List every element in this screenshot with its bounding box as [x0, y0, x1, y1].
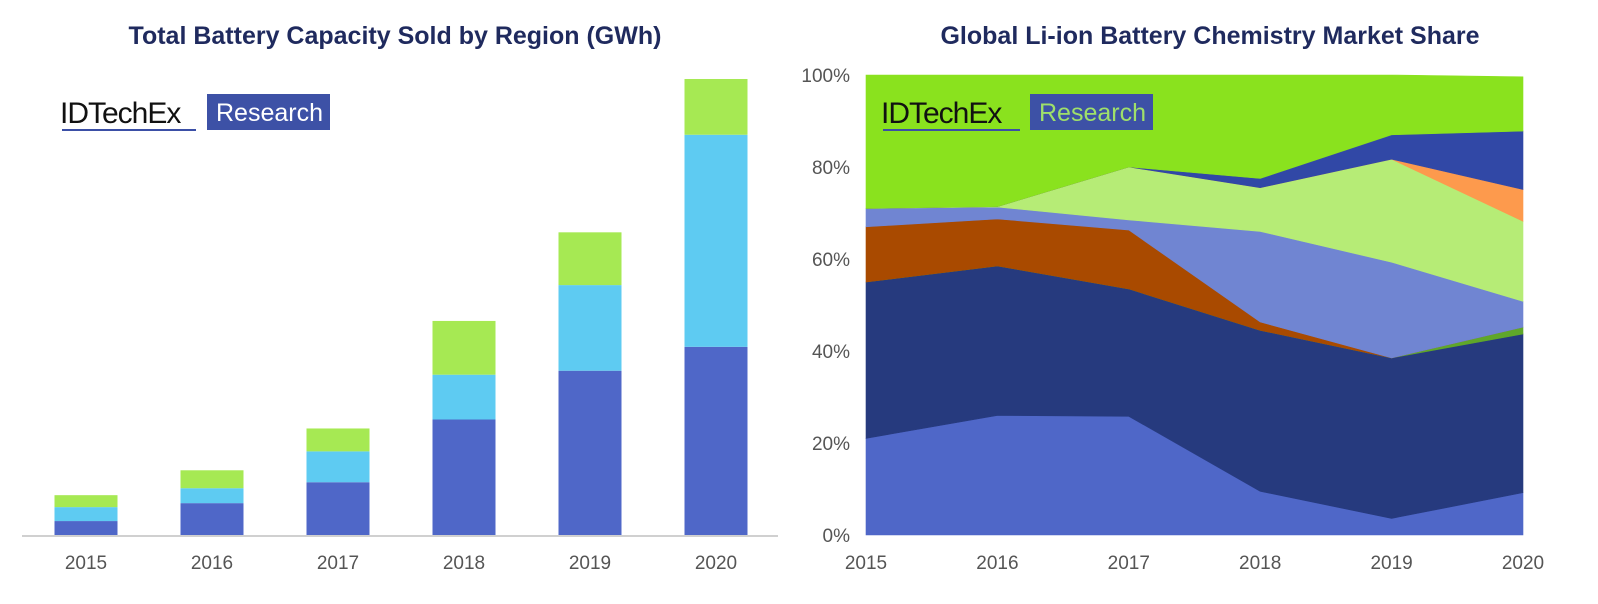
bar-segment-2019-1 [558, 285, 622, 371]
bar-chart: 2015 2016 2017 2018 2019 2020 [54, 78, 748, 574]
y-tick-label: 100% [801, 66, 850, 87]
logo-tag: Research [1039, 99, 1146, 127]
logo-brand: IDTechEx [881, 97, 1002, 130]
logo-left: IDTechEx Research [60, 94, 330, 131]
x-tick-label: 2016 [976, 553, 1018, 574]
logo-tag: Research [216, 99, 323, 127]
x-tick-label: 2016 [191, 553, 233, 574]
x-tick-label: 2019 [569, 553, 611, 574]
x-tick-label: 2017 [317, 553, 359, 574]
bar-segment-2017-2 [306, 428, 370, 452]
logo-right: IDTechEx Research [881, 94, 1153, 131]
x-tick-label: 2017 [1108, 553, 1150, 574]
y-tick-label: 0% [823, 526, 851, 547]
bar-segment-2015-1 [54, 507, 118, 522]
y-tick-label: 60% [812, 250, 850, 271]
bar-segment-2016-1 [180, 488, 244, 504]
bar-segment-2020-1 [684, 134, 748, 347]
y-tick-label: 80% [812, 158, 850, 179]
bar-segment-2019-2 [558, 232, 622, 286]
bar-segment-2015-0 [54, 521, 118, 535]
x-tick-label: 2015 [845, 553, 887, 574]
x-tick-label: 2019 [1370, 553, 1412, 574]
y-tick-label: 40% [812, 342, 850, 363]
bar-segment-2016-2 [180, 470, 244, 489]
bar-segment-2020-0 [684, 346, 748, 535]
x-tick-label: 2015 [65, 553, 107, 574]
bar-segment-2018-2 [432, 320, 496, 375]
area-chart-title: Global Li-ion Battery Chemistry Market S… [940, 22, 1479, 50]
x-tick-label: 2020 [1502, 553, 1544, 574]
y-tick-label: 20% [812, 434, 850, 455]
area-chart: 0% 20% 40% 60% 80% 100% 2015 2016 2017 2018 2019 20… [801, 66, 1544, 574]
x-tick-label: 2020 [695, 553, 737, 574]
x-tick-label: 2018 [1239, 553, 1281, 574]
bar-segment-2015-2 [54, 495, 118, 508]
bar-segment-2016-0 [180, 503, 244, 535]
bar-segment-2018-0 [432, 419, 496, 535]
x-tick-label: 2018 [443, 553, 485, 574]
bar-chart-title: Total Battery Capacity Sold by Region (G… [129, 22, 662, 50]
bar-segment-2017-0 [306, 482, 370, 535]
logo-brand: IDTechEx [60, 97, 181, 130]
bar-segment-2019-0 [558, 370, 622, 535]
bar-segment-2018-1 [432, 374, 496, 420]
bar-segment-2017-1 [306, 451, 370, 483]
bar-segment-2020-2 [684, 78, 748, 135]
